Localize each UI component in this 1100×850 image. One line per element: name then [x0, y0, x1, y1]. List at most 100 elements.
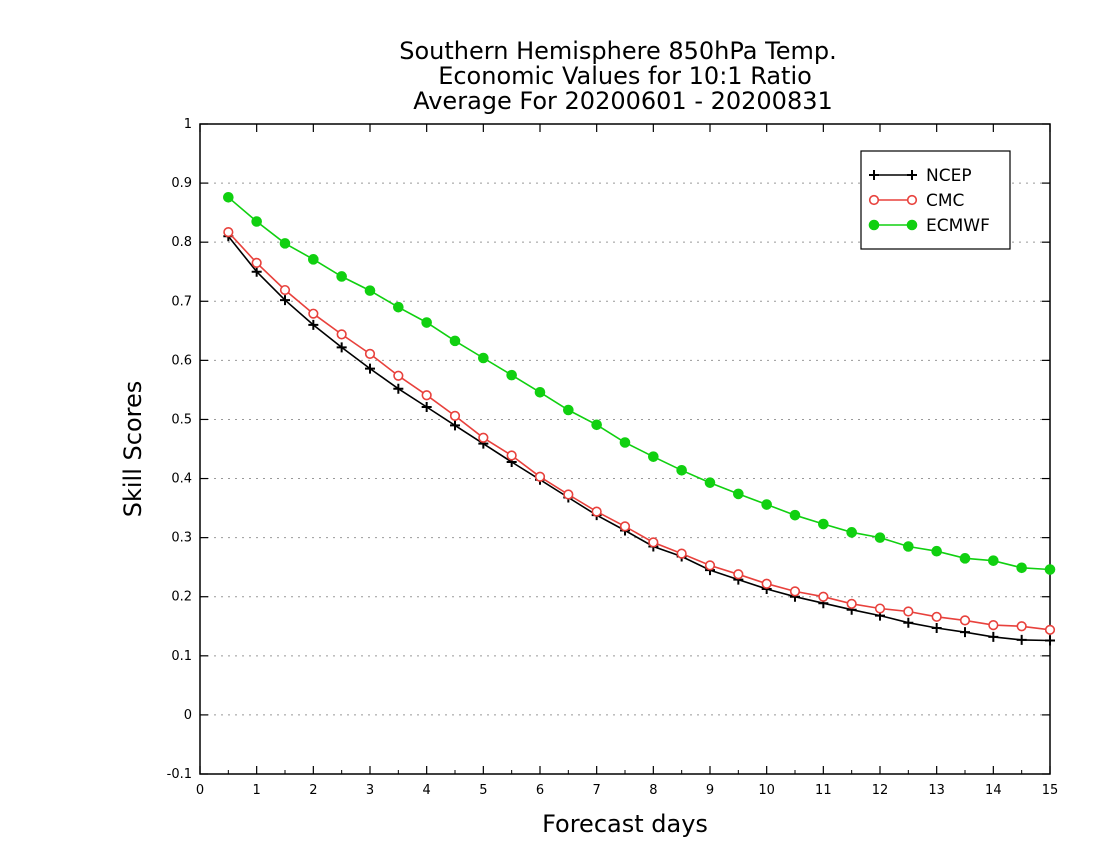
x-tick-label: 2 [309, 783, 317, 798]
legend-label-ncep: NCEP [926, 166, 972, 186]
legend-entry-cmc: CMC [868, 191, 964, 211]
data-point-ecmwf [534, 386, 546, 398]
data-point-cmc [478, 432, 489, 443]
chart-title-line-2: Economic Values for 10:1 Ratio [438, 62, 812, 90]
y-tick-label: 0.2 [171, 590, 192, 605]
y-gridlines [200, 182, 1050, 716]
data-point-ecmwf [1044, 564, 1056, 575]
data-point-ecmwf [506, 369, 517, 381]
data-point-cmc [506, 450, 517, 461]
data-point-ecmwf [988, 555, 999, 566]
data-point-ecmwf [704, 477, 716, 488]
data-point-ecmwf [393, 301, 404, 313]
data-point-ncep [450, 420, 460, 431]
data-point-ncep [393, 383, 404, 394]
y-tick-label: 0.3 [171, 531, 192, 546]
data-point-ecmwf [336, 271, 347, 282]
x-axis-label: Forecast days [542, 810, 708, 838]
x-tick-label: 0 [196, 783, 204, 798]
data-point-ncep [421, 402, 432, 413]
data-point-cmc [931, 611, 942, 622]
data-point-cmc [393, 370, 404, 381]
data-point-ncep [1045, 635, 1055, 646]
data-point-ecmwf [903, 541, 914, 552]
data-point-ncep [336, 342, 347, 353]
series-layer [223, 191, 1056, 646]
data-point-ncep [960, 627, 970, 638]
data-point-ecmwf [1016, 562, 1027, 574]
data-point-cmc [846, 598, 857, 609]
chart-title-line-1: Southern Hemisphere 850hPa Temp. [399, 37, 836, 65]
data-point-ncep [1016, 634, 1027, 645]
x-tick-label: 4 [423, 783, 431, 798]
data-point-ecmwf [619, 437, 631, 448]
data-point-ecmwf [959, 553, 971, 564]
data-point-cmc [704, 560, 716, 571]
data-point-cmc [421, 390, 432, 401]
y-tick-label: 0 [184, 708, 192, 723]
legend-marker-cmc [868, 194, 880, 206]
data-point-ecmwf [421, 317, 432, 328]
data-point-ncep [308, 319, 319, 330]
legend-entry-ncep: NCEP [869, 166, 972, 186]
legend: NCEP CMC ECMWF [860, 150, 1011, 250]
y-tick-label: 0.7 [171, 294, 192, 309]
legend-marker-ecmwf [868, 219, 880, 231]
x-tick-label: 14 [985, 783, 1002, 798]
data-point-cmc [591, 506, 602, 517]
y-tick-label: 0.9 [171, 176, 192, 191]
data-point-cmc [761, 578, 772, 589]
data-point-ecmwf [364, 285, 376, 296]
data-point-ecmwf [591, 419, 602, 431]
y-tick-label: 0.5 [171, 412, 192, 427]
x-tick-label: 6 [536, 783, 544, 798]
data-point-ncep [251, 266, 262, 277]
x-tick-label: 1 [253, 783, 261, 798]
chart-title-line-3: Average For 20200601 - 20200831 [413, 87, 833, 115]
data-point-cmc [308, 308, 319, 319]
x-tick-label: 9 [706, 783, 714, 798]
data-point-cmc [364, 348, 376, 359]
data-point-ecmwf [478, 352, 489, 364]
data-point-ecmwf [874, 532, 886, 543]
data-point-ecmwf [251, 216, 262, 227]
data-point-ncep [931, 623, 942, 634]
data-point-cmc [676, 548, 687, 559]
y-tick-label: 0.8 [171, 235, 192, 250]
data-point-cmc [988, 619, 999, 631]
data-point-cmc [818, 591, 829, 602]
legend-label-ecmwf: ECMWF [926, 216, 990, 236]
x-axis-ticks: 0 1 2 3 4 5 6 7 8 9 10 11 12 13 14 15 [196, 124, 1058, 798]
data-point-ecmwf [449, 335, 461, 347]
data-point-ecmwf [818, 518, 829, 530]
chart-title: Southern Hemisphere 850hPa Temp. Economi… [399, 37, 836, 115]
legend-marker-ncep [907, 170, 917, 180]
legend-label-cmc: CMC [926, 191, 964, 211]
data-point-cmc [1044, 624, 1056, 635]
x-tick-label: 13 [928, 783, 945, 798]
data-point-ecmwf [308, 254, 319, 265]
data-point-cmc [874, 603, 886, 614]
data-point-cmc [903, 606, 914, 617]
data-point-cmc [563, 489, 574, 500]
legend-marker-ecmwf [906, 219, 918, 231]
x-tick-label: 5 [479, 783, 487, 798]
data-point-cmc [619, 521, 631, 532]
data-point-cmc [1016, 621, 1027, 632]
data-point-ecmwf [648, 451, 659, 462]
data-point-ecmwf [223, 191, 234, 203]
data-point-ecmwf [563, 404, 574, 416]
x-tick-label: 3 [366, 783, 374, 798]
data-point-ecmwf [733, 488, 744, 500]
data-point-cmc [223, 227, 234, 238]
series-ecmwf [223, 191, 1056, 575]
data-point-cmc [648, 537, 659, 548]
data-point-cmc [251, 257, 262, 268]
y-axis-label: Skill Scores [119, 381, 147, 518]
legend-marker-ncep [869, 170, 879, 180]
data-point-ecmwf [846, 527, 857, 538]
data-point-cmc [449, 410, 461, 422]
data-point-cmc [336, 329, 347, 340]
plot-area-frame [199, 123, 1051, 775]
